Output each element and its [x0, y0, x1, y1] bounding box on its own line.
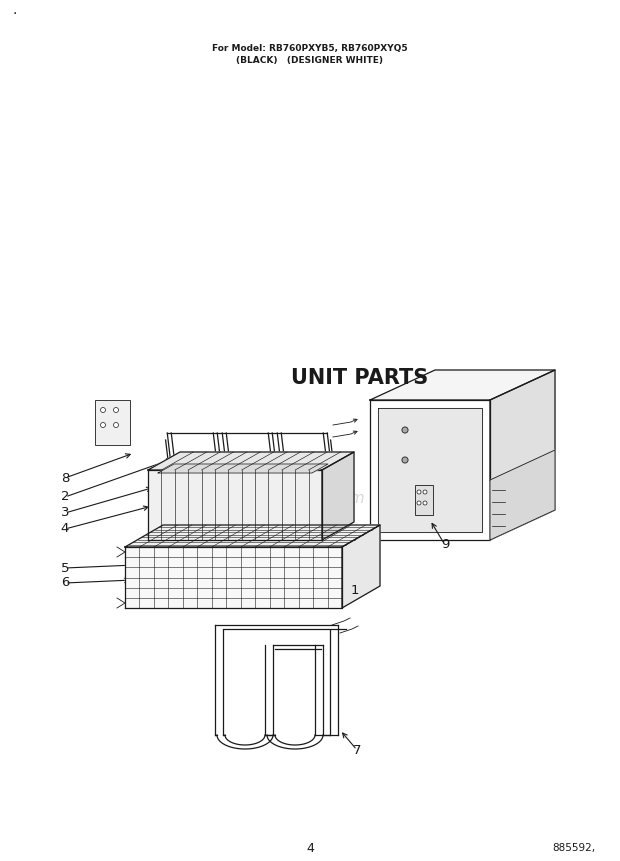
- Circle shape: [113, 423, 118, 428]
- Text: (BLACK)   (DESIGNER WHITE): (BLACK) (DESIGNER WHITE): [236, 57, 384, 65]
- Bar: [415, 485, 433, 515]
- Text: 4: 4: [61, 523, 69, 536]
- Circle shape: [402, 427, 408, 433]
- Polygon shape: [490, 370, 555, 540]
- Text: 6: 6: [61, 577, 69, 590]
- Text: 1: 1: [351, 584, 359, 597]
- Polygon shape: [158, 464, 328, 473]
- Polygon shape: [125, 525, 380, 547]
- Text: 4: 4: [306, 841, 314, 854]
- Text: 7: 7: [353, 744, 361, 757]
- Text: 8: 8: [61, 472, 69, 485]
- Text: For Model: RB760PXYB5, RB760PXYQ5: For Model: RB760PXYB5, RB760PXYQ5: [212, 44, 408, 53]
- Polygon shape: [378, 408, 482, 532]
- Circle shape: [417, 501, 421, 505]
- Circle shape: [417, 490, 421, 494]
- Bar: [95, 400, 130, 445]
- Text: .: .: [12, 3, 16, 17]
- Text: eReplacementParts.com: eReplacementParts.com: [179, 491, 365, 505]
- Circle shape: [423, 490, 427, 494]
- Circle shape: [402, 457, 408, 463]
- Text: 2: 2: [61, 491, 69, 504]
- Circle shape: [423, 501, 427, 505]
- Text: 9: 9: [441, 538, 449, 552]
- Polygon shape: [490, 450, 555, 540]
- Text: 3: 3: [61, 506, 69, 519]
- Polygon shape: [148, 452, 354, 470]
- Circle shape: [100, 423, 105, 428]
- Polygon shape: [370, 370, 555, 400]
- Text: 885592,: 885592,: [552, 843, 595, 853]
- Polygon shape: [148, 470, 322, 540]
- Text: UNIT PARTS: UNIT PARTS: [291, 368, 428, 388]
- Polygon shape: [322, 452, 354, 540]
- Polygon shape: [125, 547, 342, 608]
- Circle shape: [113, 407, 118, 412]
- Polygon shape: [342, 525, 380, 608]
- Text: 5: 5: [61, 561, 69, 574]
- Circle shape: [100, 407, 105, 412]
